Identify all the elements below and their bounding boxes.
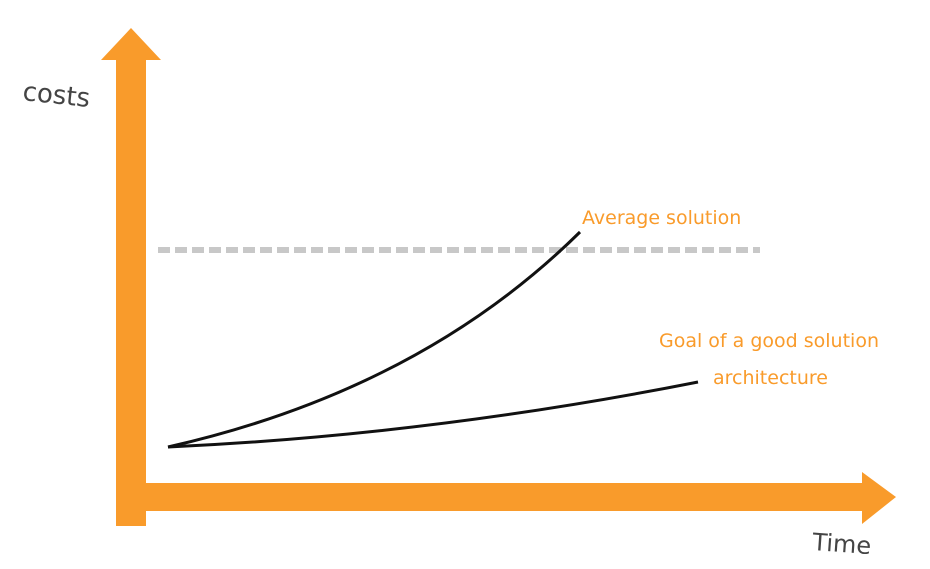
good-solution-label-line1: Goal of a good solution bbox=[659, 330, 879, 352]
x-axis bbox=[116, 472, 896, 524]
average-solution-curve bbox=[167, 230, 582, 449]
good-solution-label-line2: architecture bbox=[713, 367, 828, 389]
x-axis-label: Time bbox=[811, 528, 873, 560]
y-axis-shaft bbox=[116, 58, 146, 526]
y-axis bbox=[101, 28, 161, 526]
average-solution-label: Average solution bbox=[582, 207, 741, 229]
y-axis-arrowhead bbox=[101, 28, 161, 60]
x-axis-arrowhead bbox=[862, 472, 896, 524]
good-solution-curve bbox=[167, 380, 699, 449]
x-axis-shaft bbox=[116, 483, 864, 511]
y-axis-label: costs bbox=[21, 77, 91, 114]
